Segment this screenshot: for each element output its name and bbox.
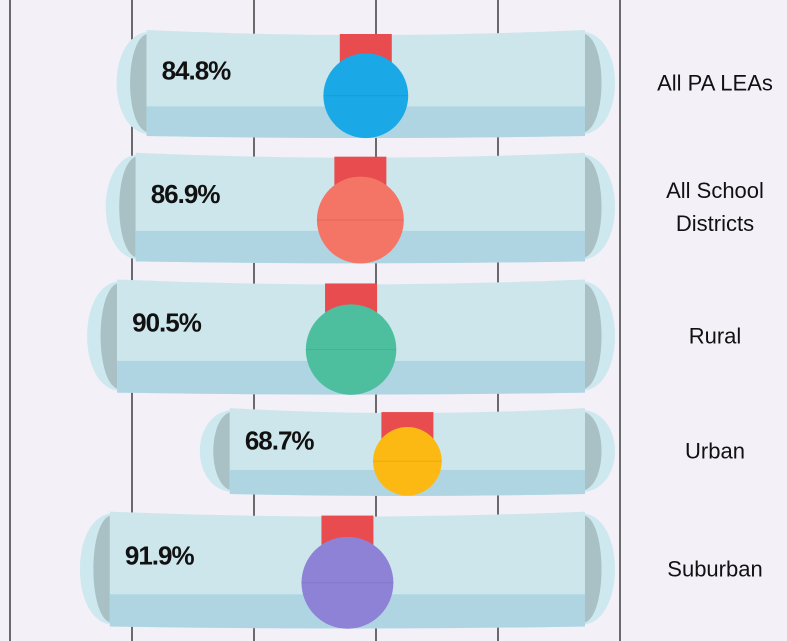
value-label: 86.9% (151, 179, 221, 209)
value-label: 84.8% (162, 55, 232, 85)
diploma: 86.9% (106, 153, 615, 264)
category-label: All School Districts (650, 174, 780, 240)
page: 84.8% 86.9% 90.5% 68.7% 91.9% All PA LEAs All… (0, 0, 787, 641)
diploma: 90.5% (87, 279, 615, 394)
value-label: 90.5% (132, 308, 202, 338)
category-label: Rural (640, 320, 787, 353)
category-label: Suburban (640, 553, 787, 586)
value-label: 68.7% (245, 425, 315, 455)
category-label: All PA LEAs (640, 67, 787, 100)
diploma: 68.7% (200, 408, 615, 496)
diploma: 84.8% (117, 30, 615, 138)
diploma: 91.9% (80, 512, 615, 629)
value-label: 91.9% (125, 540, 195, 570)
category-label: Urban (640, 435, 787, 468)
